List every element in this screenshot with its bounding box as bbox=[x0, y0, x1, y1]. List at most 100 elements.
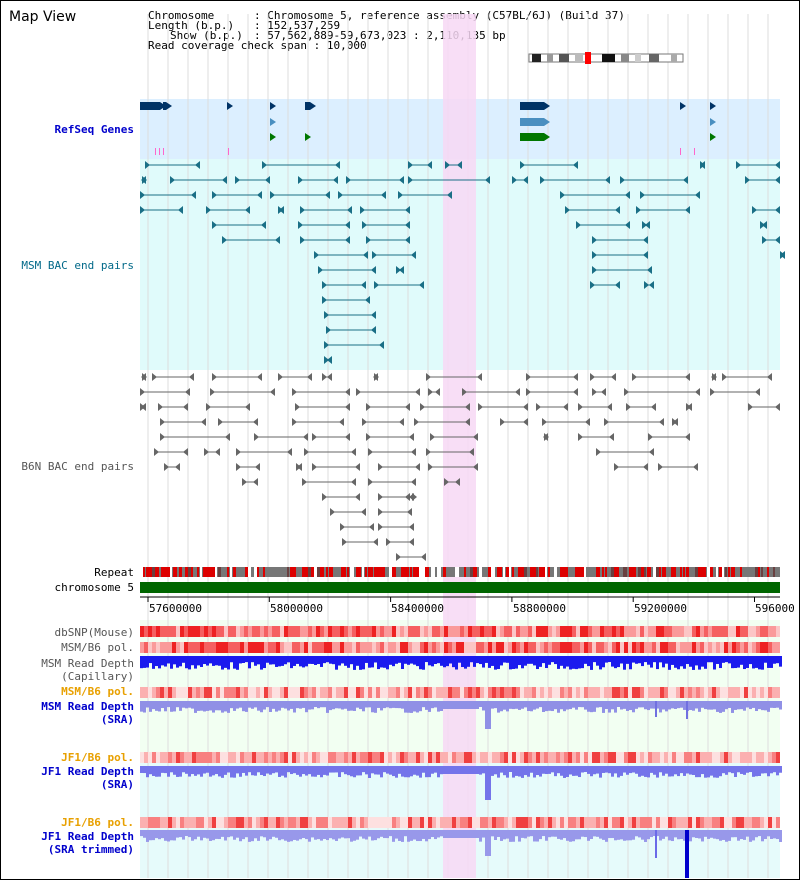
repeat-element bbox=[374, 567, 377, 577]
msm-bac-pair-end bbox=[324, 356, 329, 364]
depth-bar bbox=[242, 656, 245, 663]
depth-bar bbox=[554, 830, 557, 837]
variation-cell bbox=[292, 642, 296, 653]
depth-bar bbox=[296, 701, 299, 709]
depth-bar bbox=[248, 830, 251, 842]
variation-tracks[interactable] bbox=[140, 626, 782, 878]
b6n-bac-label[interactable]: B6N BAC end pairs bbox=[21, 460, 134, 473]
depth-bar bbox=[344, 830, 347, 839]
chromosome-bar[interactable] bbox=[140, 582, 780, 593]
depth-bar bbox=[398, 701, 401, 709]
variation-cell bbox=[412, 626, 416, 637]
msm-bac-pair-end bbox=[645, 221, 650, 229]
b6n-bac-pair-end bbox=[206, 403, 211, 411]
variation-cell bbox=[208, 642, 212, 653]
msm-bac-pair-end bbox=[324, 341, 329, 349]
depth-bar bbox=[434, 766, 437, 773]
jf1-b6-pol-label[interactable]: JF1/B6 pol. bbox=[61, 751, 134, 764]
msm-bac-pair-end bbox=[279, 206, 284, 214]
variation-cell bbox=[544, 642, 548, 653]
repeat-bg bbox=[140, 567, 780, 577]
repeat-track[interactable] bbox=[140, 567, 780, 577]
variation-cell bbox=[600, 687, 604, 698]
b6n-bac-pair-end bbox=[465, 403, 470, 411]
depth-bar bbox=[611, 656, 614, 667]
b6n-bac-pairs-track[interactable] bbox=[140, 373, 780, 561]
variation-cell bbox=[396, 626, 400, 637]
b6n-bac-pair-end bbox=[500, 418, 505, 426]
depth-bar bbox=[467, 701, 470, 709]
variation-cell bbox=[356, 642, 360, 653]
depth-bar bbox=[239, 656, 242, 664]
variation-cell bbox=[660, 817, 664, 828]
msm-bac-label[interactable]: MSM BAC end pairs bbox=[21, 259, 134, 272]
variation-cell bbox=[596, 817, 600, 828]
depth-bar bbox=[575, 656, 578, 670]
depth-bar bbox=[650, 656, 653, 668]
variation-cell bbox=[280, 642, 284, 653]
depth-bar bbox=[767, 830, 770, 837]
repeat-element bbox=[314, 567, 318, 577]
depth-bar bbox=[176, 830, 179, 838]
variation-cell bbox=[484, 752, 488, 763]
repeat-element bbox=[614, 567, 617, 577]
refseq-label[interactable]: RefSeq Genes bbox=[54, 123, 134, 136]
depth-bar bbox=[176, 656, 179, 668]
msm-read-depth-cap-label[interactable]: MSM Read Depth bbox=[41, 657, 134, 670]
variation-cell bbox=[276, 817, 280, 828]
depth-bar bbox=[701, 830, 704, 842]
depth-bar bbox=[371, 701, 374, 713]
msm-b6-pol-label[interactable]: MSM/B6 pol. bbox=[61, 641, 134, 654]
repeat-element bbox=[533, 567, 537, 577]
variation-cell bbox=[656, 752, 660, 763]
depth-bar bbox=[365, 766, 368, 775]
depth-bar bbox=[731, 656, 734, 669]
variation-cell bbox=[164, 626, 168, 637]
variation-cell bbox=[488, 752, 492, 763]
variation-cell bbox=[304, 752, 308, 763]
msm-bac-pair-end bbox=[620, 176, 625, 184]
depth-bar bbox=[611, 830, 614, 839]
depth-bar bbox=[602, 701, 605, 713]
dbsnp-label[interactable]: dbSNP(Mouse) bbox=[54, 626, 134, 639]
depth-bar bbox=[206, 701, 209, 711]
selected-region-highlight[interactable] bbox=[443, 14, 476, 878]
variation-cell bbox=[624, 687, 628, 698]
depth-bar bbox=[518, 701, 521, 710]
refseq-genes-track[interactable] bbox=[140, 102, 716, 155]
depth-bar bbox=[572, 701, 575, 708]
variation-cell bbox=[620, 752, 624, 763]
chromosome-ideogram[interactable] bbox=[528, 52, 684, 64]
depth-bar bbox=[773, 830, 776, 839]
variation-cell bbox=[472, 817, 476, 828]
depth-bar bbox=[614, 701, 617, 713]
repeat-element bbox=[359, 567, 361, 577]
depth-bar bbox=[317, 766, 320, 775]
jf1-read-depth-trim-label[interactable]: JF1 Read Depth bbox=[41, 830, 134, 843]
depth-bar bbox=[662, 701, 665, 710]
depth-bar bbox=[761, 701, 764, 711]
depth-bar bbox=[392, 830, 395, 842]
msm-read-depth-sra-label[interactable]: MSM Read Depth bbox=[41, 700, 134, 713]
depth-bar bbox=[218, 701, 221, 711]
variation-cell bbox=[492, 687, 496, 698]
b6n-bac-pair-end bbox=[473, 463, 478, 471]
msm-b6-pol-sra-label[interactable]: MSM/B6 pol. bbox=[61, 685, 134, 698]
variation-cell bbox=[720, 752, 724, 763]
variation-cell bbox=[624, 642, 628, 653]
variation-cell bbox=[232, 687, 236, 698]
depth-bar bbox=[476, 701, 479, 709]
variation-cell bbox=[776, 642, 780, 653]
variation-cell bbox=[404, 817, 408, 828]
msm-bac-pairs-track[interactable] bbox=[140, 161, 785, 364]
depth-bar bbox=[674, 830, 677, 838]
variation-cell bbox=[660, 752, 664, 763]
b6n-bac-pair-end bbox=[141, 403, 146, 411]
jf1-read-depth-sra-label[interactable]: JF1 Read Depth bbox=[41, 765, 134, 778]
variation-cell bbox=[604, 642, 608, 653]
jf1-b6-pol-trim-label[interactable]: JF1/B6 pol. bbox=[61, 816, 134, 829]
variation-cell bbox=[304, 817, 308, 828]
variation-cell bbox=[704, 752, 708, 763]
depth-bar bbox=[368, 656, 371, 668]
